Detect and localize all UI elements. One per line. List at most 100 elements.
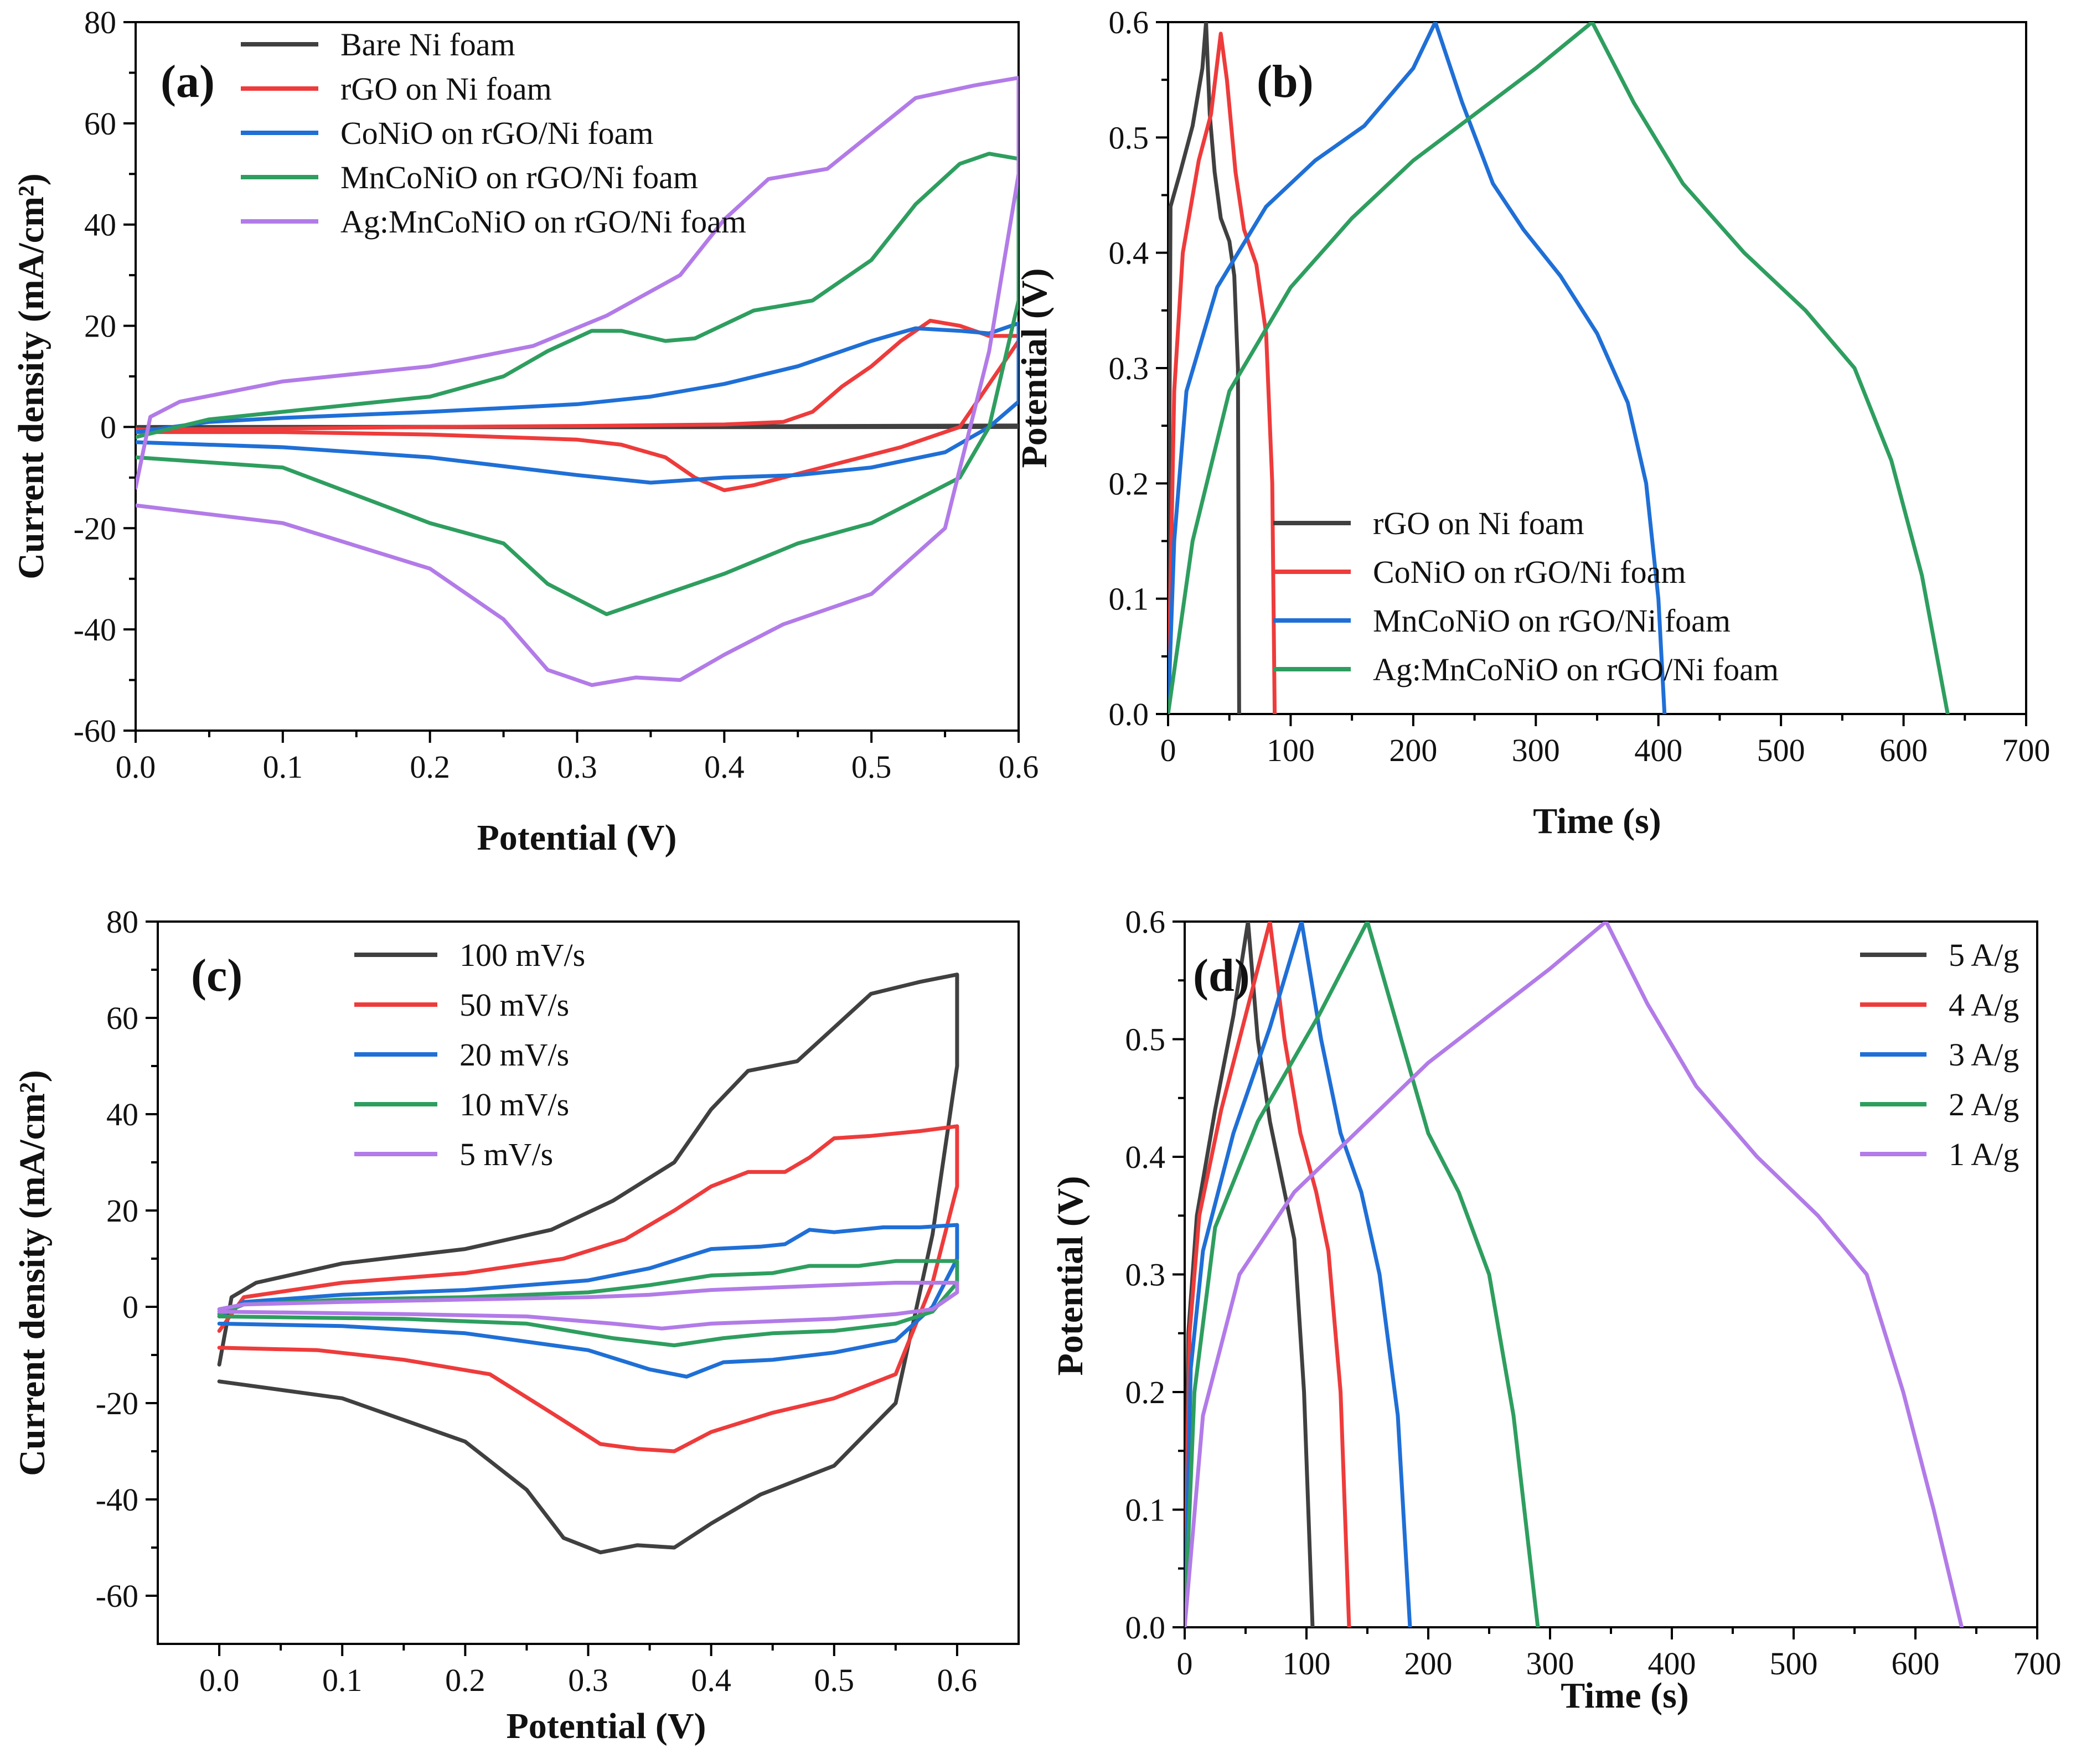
series-line-d-1 (1185, 922, 1351, 1627)
x-axis-title: Time (s) (1533, 801, 1661, 841)
x-tick-label: 0.5 (814, 1662, 855, 1698)
x-tick-label: 0.0 (116, 749, 156, 785)
y-tick-label: 0.4 (1109, 235, 1149, 271)
series-line-b-2 (1168, 22, 1667, 714)
y-tick-label: 0.5 (1125, 1022, 1166, 1058)
y-tick-label: 0.3 (1125, 1257, 1166, 1293)
series-line-a-4 (136, 76, 1019, 687)
y-tick-label: -60 (96, 1578, 138, 1614)
y-tick-label: -60 (74, 713, 116, 749)
legend-label: 3 A/g (1949, 1037, 2019, 1073)
y-tick-label: 80 (84, 4, 116, 40)
legend-label: Ag:MnCoNiO on rGO/Ni foam (340, 204, 746, 240)
legend-label: Bare Ni foam (340, 27, 515, 63)
y-tick-label: 20 (106, 1193, 138, 1229)
y-tick-label: 0.1 (1125, 1492, 1166, 1528)
y-tick-label: 0 (100, 409, 116, 445)
legend-label: 1 A/g (1949, 1136, 2019, 1172)
x-tick-label: 0 (1160, 732, 1176, 768)
x-tick-label: 0.5 (851, 749, 892, 785)
x-tick-label: 600 (1879, 732, 1928, 768)
y-axis-title: Potential (V) (1050, 1176, 1091, 1375)
series-line-c-0 (217, 972, 959, 1555)
y-tick-label: 0.6 (1125, 904, 1166, 940)
y-tick-label: 0 (122, 1289, 138, 1325)
y-tick-label: 0.6 (1109, 4, 1149, 40)
legend-label: CoNiO on rGO/Ni foam (340, 115, 653, 151)
y-tick-label: -20 (74, 510, 116, 546)
series-line-a-3 (136, 152, 1019, 617)
y-tick-label: -20 (96, 1385, 138, 1421)
x-tick-label: 100 (1267, 732, 1315, 768)
panel-label: (d) (1193, 950, 1250, 1001)
x-tick-label: 700 (2002, 732, 2050, 768)
series-line-c-2 (217, 1223, 959, 1379)
x-tick-label: 300 (1526, 1646, 1574, 1682)
x-tick-label: 0.3 (557, 749, 597, 785)
series-line-d-0 (1185, 922, 1315, 1627)
series-line-b-1 (1168, 32, 1277, 714)
x-tick-label: 0.6 (999, 749, 1039, 785)
x-tick-label: 0.3 (568, 1662, 608, 1698)
x-tick-label: 0.4 (691, 1662, 731, 1698)
y-axis-title: Potential (V) (1014, 268, 1055, 468)
x-tick-label: 0.4 (704, 749, 745, 785)
x-tick-label: 400 (1648, 1646, 1696, 1682)
x-axis-title: Potential (V) (477, 818, 676, 858)
series-line-d-2 (1185, 922, 1412, 1627)
x-axis-title: Time (s) (1561, 1675, 1689, 1716)
x-tick-label: 0.2 (410, 749, 450, 785)
x-tick-label: 0 (1177, 1646, 1193, 1682)
panel-d: 0 100 200 300 400 500 600 700 0.0 0.1 0.2 0.3 0.4 0.5… (1050, 904, 2062, 1716)
y-tick-label: 40 (106, 1096, 138, 1132)
legend-label: Ag:MnCoNiO on rGO/Ni foam (1373, 651, 1779, 687)
x-tick-label: 0.1 (322, 1662, 363, 1698)
legend-label: 4 A/g (1949, 987, 2019, 1023)
x-tick-label: 100 (1283, 1646, 1331, 1682)
x-tick-label: 500 (1757, 732, 1805, 768)
series-line-b-0 (1168, 22, 1241, 714)
y-axis-title: Current density (mA/cm²) (11, 173, 51, 579)
series-line-d-4 (1185, 922, 1964, 1627)
legend-label: 5 mV/s (459, 1136, 553, 1172)
x-tick-label: 0.1 (263, 749, 303, 785)
legend-label: CoNiO on rGO/Ni foam (1373, 554, 1686, 590)
panel-label: (b) (1257, 56, 1314, 107)
x-tick-label: 300 (1512, 732, 1560, 768)
legend-label: MnCoNiO on rGO/Ni foam (1373, 603, 1731, 639)
y-tick-label: 20 (84, 308, 116, 344)
series-line-c-3 (217, 1259, 959, 1348)
x-tick-label: 600 (1892, 1646, 1940, 1682)
legend-label: MnCoNiO on rGO/Ni foam (340, 159, 698, 195)
series-line-a-1 (136, 318, 1019, 493)
legend-label: 2 A/g (1949, 1087, 2019, 1122)
series-line-c-1 (217, 1124, 959, 1453)
legend-label: 50 mV/s (459, 987, 569, 1023)
y-tick-label: 60 (106, 1000, 138, 1036)
legend-label: rGO on Ni foam (1373, 505, 1584, 541)
y-tick-label: 80 (106, 904, 138, 940)
x-tick-label: 0.0 (199, 1662, 240, 1698)
x-tick-label: 500 (1770, 1646, 1818, 1682)
y-tick-label: 0.0 (1125, 1610, 1166, 1646)
legend-label: 100 mV/s (459, 937, 585, 973)
y-tick-label: 0.4 (1125, 1139, 1166, 1175)
y-tick-label: 0.2 (1125, 1374, 1166, 1410)
y-tick-label: 0.1 (1109, 581, 1149, 617)
panel-c: 0.0 0.1 0.2 0.3 0.4 0.5 0.6 -60 -40 -20 0 20 40 60 80 P… (12, 904, 1020, 1746)
panel-b: 0 100 200 300 400 500 600 700 0.0 0.1 0.2 0.3 0.4 0.5… (1014, 4, 2050, 841)
x-tick-label: 400 (1634, 732, 1682, 768)
y-tick-label: 0.5 (1109, 120, 1149, 156)
panel-a: 0.0 0.1 0.2 0.3 0.4 0.5 0.6 -60 -40 -20 0 20 40 60 80 P… (11, 4, 1039, 858)
y-tick-label: 0.0 (1109, 696, 1149, 732)
y-tick-label: -40 (96, 1482, 138, 1518)
y-tick-label: 0.3 (1109, 350, 1149, 386)
panel-label: (c) (191, 950, 242, 1001)
legend-label: 20 mV/s (459, 1037, 569, 1073)
y-tick-label: 0.2 (1109, 465, 1149, 501)
x-tick-label: 200 (1404, 1646, 1453, 1682)
y-tick-label: 40 (84, 207, 116, 243)
legend-label: 10 mV/s (459, 1087, 569, 1122)
x-tick-label: 0.2 (445, 1662, 485, 1698)
